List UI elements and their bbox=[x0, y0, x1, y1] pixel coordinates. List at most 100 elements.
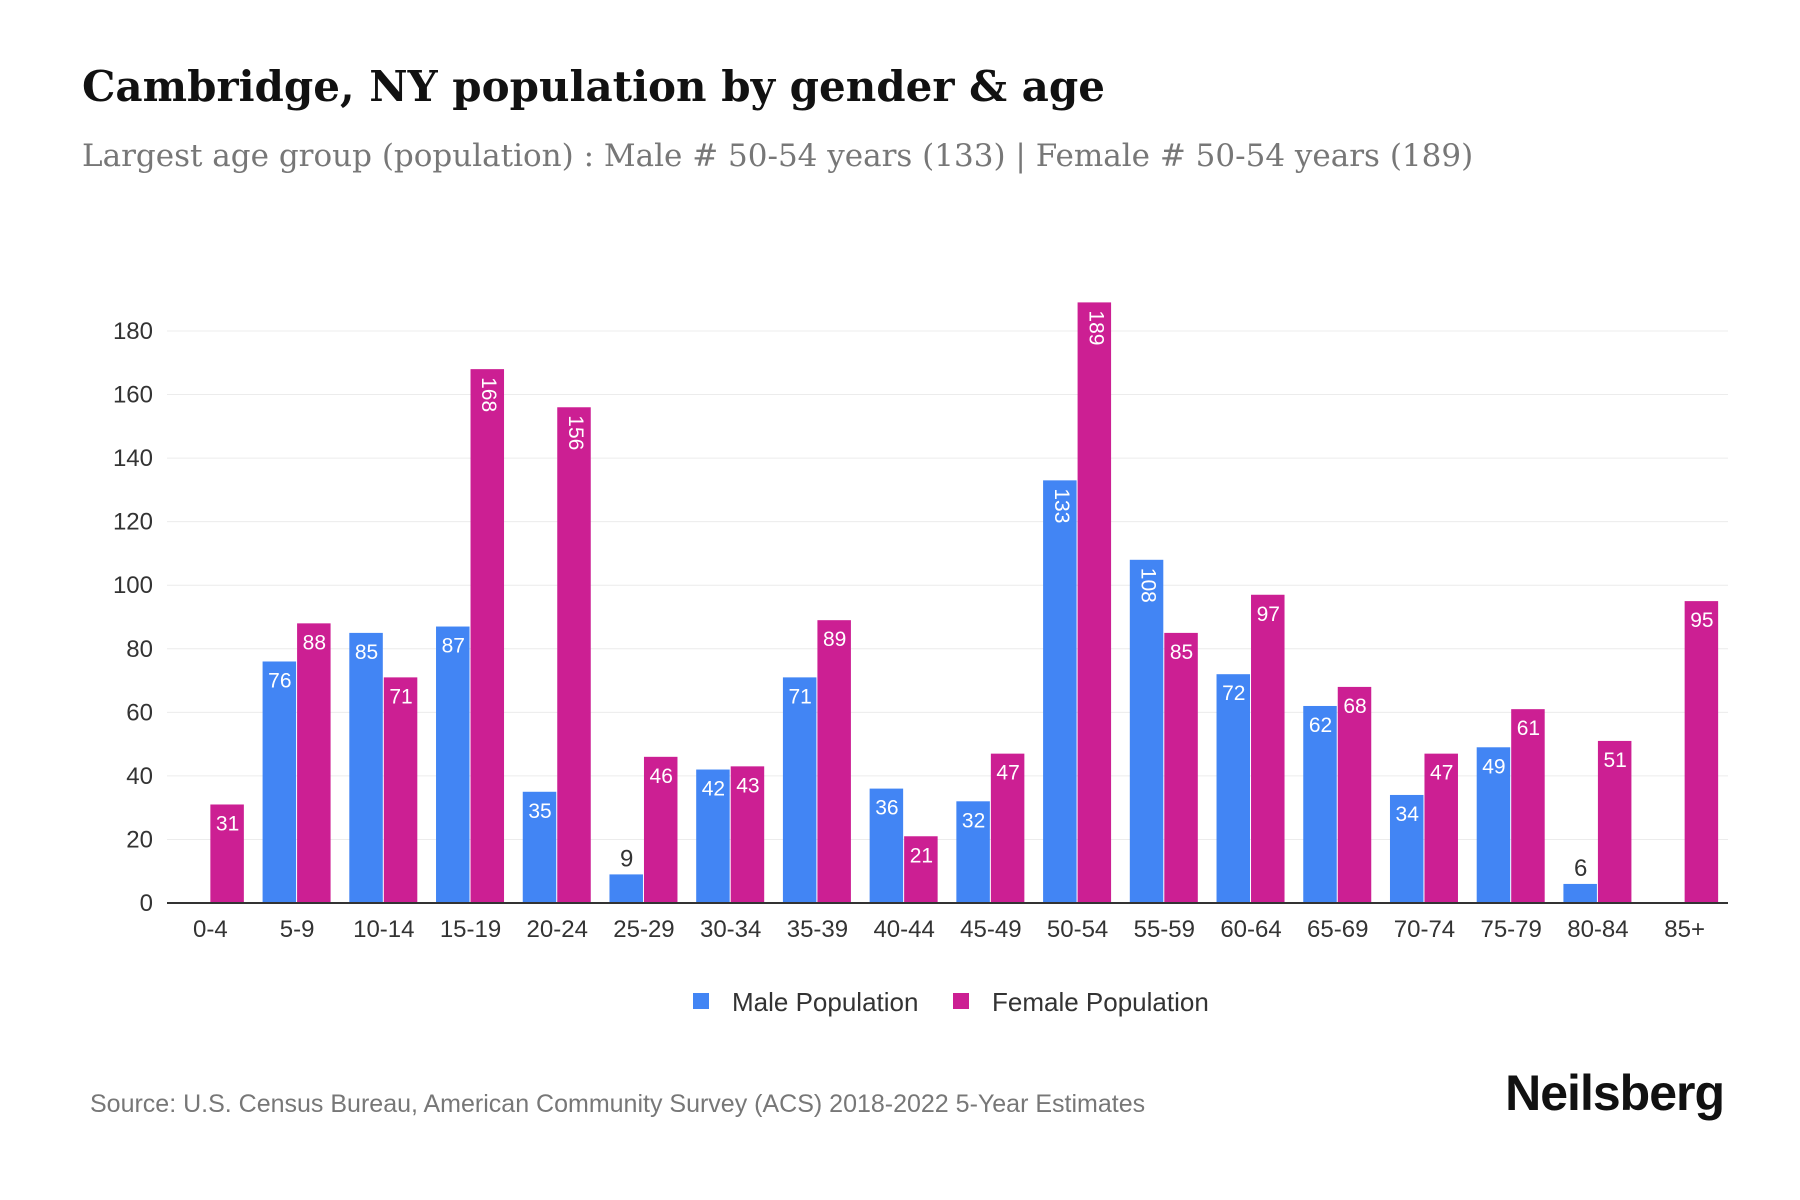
female-bar bbox=[1597, 740, 1632, 903]
data-label: 156 bbox=[564, 415, 587, 450]
female-bar bbox=[297, 623, 331, 903]
data-label: 46 bbox=[650, 765, 673, 788]
male-bar bbox=[349, 632, 383, 903]
y-tick-label: 80 bbox=[126, 636, 153, 663]
data-label: 49 bbox=[1482, 755, 1505, 778]
x-tick-label: 5-9 bbox=[280, 916, 315, 943]
data-label: 35 bbox=[528, 800, 551, 823]
male-bar bbox=[1043, 480, 1077, 903]
data-label: 88 bbox=[303, 631, 326, 654]
male-bar bbox=[522, 791, 557, 903]
y-tick-label: 40 bbox=[126, 763, 153, 790]
legend-swatch-female bbox=[953, 993, 969, 1009]
female-bar bbox=[1684, 601, 1719, 903]
data-label: 76 bbox=[268, 669, 291, 692]
data-label: 62 bbox=[1309, 714, 1332, 737]
data-label: 97 bbox=[1257, 603, 1280, 626]
female-bar bbox=[990, 753, 1025, 903]
data-label: 89 bbox=[823, 628, 846, 651]
neilsberg-logo: Neilsberg bbox=[1505, 1065, 1725, 1121]
female-bar bbox=[904, 836, 938, 903]
male-bar bbox=[696, 769, 730, 903]
male-bar bbox=[1476, 747, 1511, 903]
data-label: 34 bbox=[1396, 803, 1420, 826]
data-label: 68 bbox=[1343, 695, 1366, 718]
male-bar bbox=[436, 626, 470, 903]
y-tick-label: 60 bbox=[126, 699, 153, 726]
male-bar bbox=[869, 788, 904, 903]
x-tick-label: 55-59 bbox=[1134, 916, 1195, 943]
female-bar bbox=[1511, 709, 1545, 903]
x-tick-label: 45-49 bbox=[960, 916, 1021, 943]
male-bar bbox=[956, 801, 990, 903]
x-tick-label: 10-14 bbox=[353, 916, 414, 943]
x-tick-label: 85+ bbox=[1664, 916, 1705, 943]
x-tick-label: 70-74 bbox=[1394, 916, 1455, 943]
y-tick-label: 180 bbox=[113, 318, 153, 345]
y-tick-label: 0 bbox=[140, 890, 153, 917]
female-bar bbox=[817, 620, 851, 903]
source-note: Source: U.S. Census Bureau, American Com… bbox=[90, 1090, 1146, 1118]
male-bar bbox=[1129, 559, 1164, 903]
male-bar bbox=[1563, 883, 1597, 903]
male-bar bbox=[1303, 705, 1337, 903]
legend-label-male: Male Population bbox=[732, 987, 918, 1017]
female-bar bbox=[1164, 632, 1198, 903]
data-label: 47 bbox=[996, 762, 1019, 785]
data-label: 72 bbox=[1222, 682, 1245, 705]
male-bar bbox=[1389, 794, 1424, 903]
chart-subtitle: Largest age group (population) : Male # … bbox=[82, 138, 1474, 174]
data-label: 43 bbox=[736, 774, 759, 797]
data-label: 42 bbox=[702, 778, 725, 801]
data-label: 87 bbox=[442, 635, 465, 658]
x-tick-label: 0-4 bbox=[193, 916, 228, 943]
y-tick-label: 120 bbox=[113, 509, 153, 536]
female-bar bbox=[557, 407, 591, 903]
male-bar bbox=[782, 677, 817, 903]
data-label: 168 bbox=[477, 377, 500, 412]
data-label: 108 bbox=[1137, 568, 1160, 603]
x-tick-label: 35-39 bbox=[787, 916, 848, 943]
male-bar bbox=[1216, 674, 1251, 903]
data-label: 95 bbox=[1690, 609, 1713, 632]
data-label: 32 bbox=[962, 809, 985, 832]
y-tick-label: 160 bbox=[113, 382, 153, 409]
data-label: 189 bbox=[1084, 310, 1107, 345]
data-label: 21 bbox=[910, 844, 933, 867]
data-label: 85 bbox=[355, 641, 378, 664]
x-tick-label: 80-84 bbox=[1567, 916, 1628, 943]
female-bar bbox=[1337, 686, 1372, 903]
y-tick-label: 140 bbox=[113, 445, 153, 472]
data-label: 133 bbox=[1050, 488, 1073, 523]
female-bar bbox=[210, 804, 244, 903]
data-label: 71 bbox=[788, 685, 811, 708]
x-tick-label: 60-64 bbox=[1220, 916, 1281, 943]
data-label: 9 bbox=[620, 845, 633, 872]
data-label: 51 bbox=[1603, 749, 1626, 772]
male-bar bbox=[262, 661, 297, 903]
female-bar bbox=[383, 677, 418, 903]
x-tick-label: 20-24 bbox=[527, 916, 588, 943]
female-bar bbox=[643, 756, 678, 903]
data-label: 31 bbox=[216, 812, 239, 835]
female-bar bbox=[1424, 753, 1458, 903]
female-bar bbox=[1077, 302, 1112, 903]
data-label: 36 bbox=[875, 797, 898, 820]
male-bar bbox=[609, 874, 643, 903]
chart-title: Cambridge, NY population by gender & age bbox=[82, 62, 1105, 111]
x-tick-label: 65-69 bbox=[1307, 916, 1368, 943]
x-tick-label: 50-54 bbox=[1047, 916, 1108, 943]
x-tick-label: 25-29 bbox=[613, 916, 674, 943]
x-tick-label: 30-34 bbox=[700, 916, 761, 943]
data-label: 71 bbox=[389, 685, 412, 708]
y-tick-label: 20 bbox=[126, 826, 153, 853]
data-label: 6 bbox=[1574, 855, 1587, 882]
data-label: 85 bbox=[1170, 641, 1193, 664]
female-bar bbox=[470, 369, 505, 904]
female-bar bbox=[1251, 594, 1285, 903]
female-bar bbox=[730, 766, 765, 903]
legend-label-female: Female Population bbox=[992, 987, 1209, 1017]
x-tick-label: 40-44 bbox=[873, 916, 934, 943]
data-label: 47 bbox=[1430, 762, 1453, 785]
